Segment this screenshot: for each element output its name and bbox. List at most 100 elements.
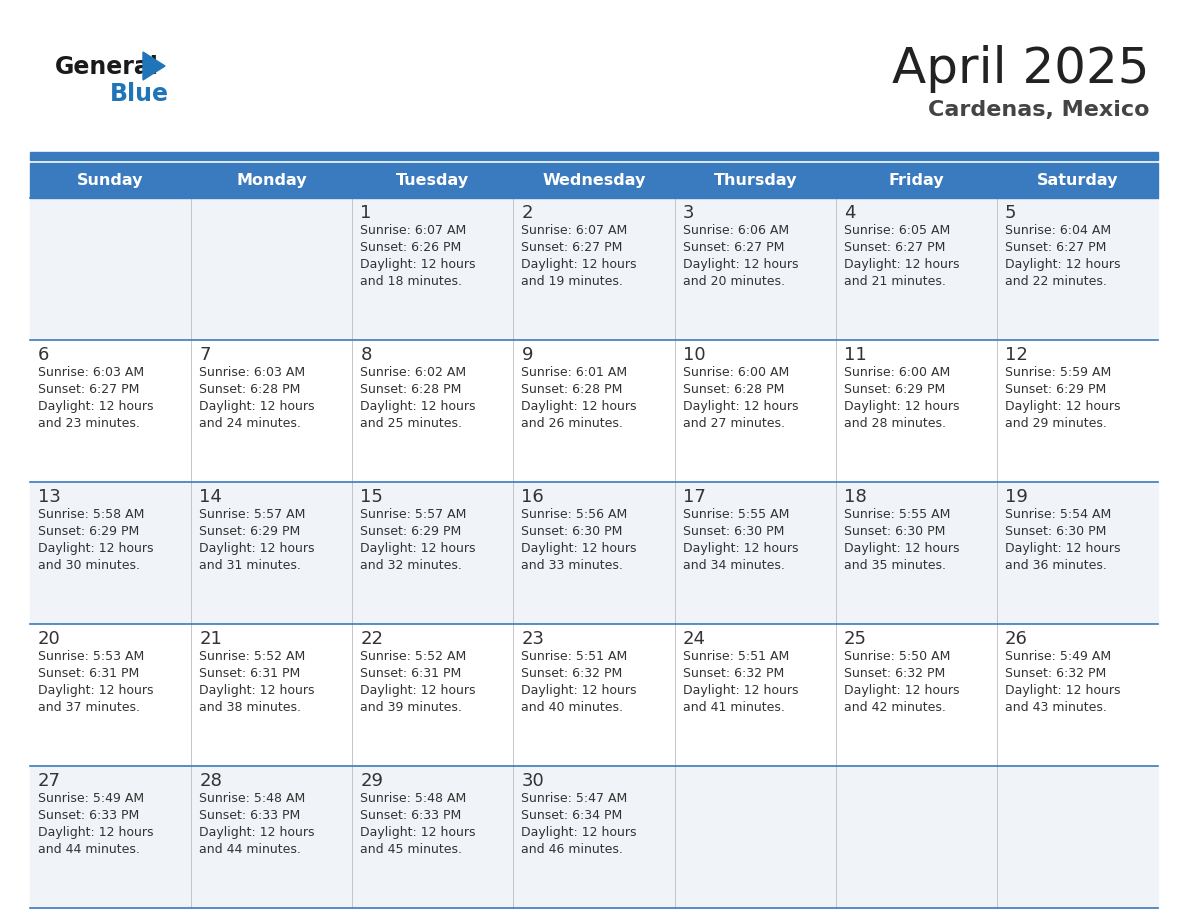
Text: 9: 9 [522,346,533,364]
Text: and 22 minutes.: and 22 minutes. [1005,275,1107,288]
Text: Sunrise: 6:07 AM: Sunrise: 6:07 AM [360,224,467,237]
Text: 17: 17 [683,488,706,506]
Text: Sunset: 6:27 PM: Sunset: 6:27 PM [843,241,946,254]
Text: Sunrise: 6:02 AM: Sunrise: 6:02 AM [360,366,467,379]
Text: Sunrise: 5:55 AM: Sunrise: 5:55 AM [683,508,789,521]
Text: Sunset: 6:29 PM: Sunset: 6:29 PM [1005,383,1106,396]
Text: Monday: Monday [236,173,307,188]
Text: Sunrise: 5:49 AM: Sunrise: 5:49 AM [38,792,144,805]
Text: Sunrise: 6:07 AM: Sunrise: 6:07 AM [522,224,627,237]
Text: and 21 minutes.: and 21 minutes. [843,275,946,288]
Text: Daylight: 12 hours: Daylight: 12 hours [1005,258,1120,271]
Text: Daylight: 12 hours: Daylight: 12 hours [38,542,153,555]
Text: Thursday: Thursday [713,173,797,188]
Text: and 46 minutes.: and 46 minutes. [522,843,624,856]
Text: Daylight: 12 hours: Daylight: 12 hours [683,400,798,413]
Text: Sunrise: 5:51 AM: Sunrise: 5:51 AM [683,650,789,663]
Text: Daylight: 12 hours: Daylight: 12 hours [360,258,475,271]
Bar [30,163,1158,198]
Text: Daylight: 12 hours: Daylight: 12 hours [360,826,475,839]
Text: and 44 minutes.: and 44 minutes. [200,843,301,856]
Text: Sunrise: 5:52 AM: Sunrise: 5:52 AM [360,650,467,663]
Text: 10: 10 [683,346,706,364]
Text: Daylight: 12 hours: Daylight: 12 hours [522,542,637,555]
Text: Wednesday: Wednesday [542,173,646,188]
Text: 19: 19 [1005,488,1028,506]
Text: Sunset: 6:32 PM: Sunset: 6:32 PM [522,667,623,680]
Text: 11: 11 [843,346,866,364]
Text: and 43 minutes.: and 43 minutes. [1005,701,1107,714]
Text: and 37 minutes.: and 37 minutes. [38,701,140,714]
Text: Daylight: 12 hours: Daylight: 12 hours [522,258,637,271]
Text: 6: 6 [38,346,50,364]
Text: Daylight: 12 hours: Daylight: 12 hours [522,826,637,839]
Text: Sunrise: 6:05 AM: Sunrise: 6:05 AM [843,224,950,237]
Text: and 27 minutes.: and 27 minutes. [683,417,784,430]
Text: Sunset: 6:27 PM: Sunset: 6:27 PM [1005,241,1106,254]
Text: and 30 minutes.: and 30 minutes. [38,559,140,572]
Text: 20: 20 [38,630,61,648]
Text: and 35 minutes.: and 35 minutes. [843,559,946,572]
Text: 4: 4 [843,204,855,222]
Text: 2: 2 [522,204,533,222]
Text: and 34 minutes.: and 34 minutes. [683,559,784,572]
Text: and 40 minutes.: and 40 minutes. [522,701,624,714]
Text: Daylight: 12 hours: Daylight: 12 hours [360,400,475,413]
Text: 12: 12 [1005,346,1028,364]
Text: Sunset: 6:31 PM: Sunset: 6:31 PM [360,667,461,680]
Text: Daylight: 12 hours: Daylight: 12 hours [360,542,475,555]
Text: Sunset: 6:27 PM: Sunset: 6:27 PM [683,241,784,254]
Text: Sunset: 6:29 PM: Sunset: 6:29 PM [360,525,461,538]
Text: and 25 minutes.: and 25 minutes. [360,417,462,430]
Text: and 19 minutes.: and 19 minutes. [522,275,624,288]
Text: Sunday: Sunday [77,173,144,188]
Text: Sunrise: 5:52 AM: Sunrise: 5:52 AM [200,650,305,663]
Text: Sunset: 6:27 PM: Sunset: 6:27 PM [38,383,139,396]
Text: 1: 1 [360,204,372,222]
Text: 14: 14 [200,488,222,506]
Text: Sunrise: 5:54 AM: Sunrise: 5:54 AM [1005,508,1111,521]
Text: Sunset: 6:32 PM: Sunset: 6:32 PM [683,667,784,680]
Text: and 33 minutes.: and 33 minutes. [522,559,624,572]
Text: Tuesday: Tuesday [397,173,469,188]
Text: April 2025: April 2025 [892,45,1150,93]
Text: and 29 minutes.: and 29 minutes. [1005,417,1107,430]
Bar [30,482,1158,624]
Text: Sunset: 6:26 PM: Sunset: 6:26 PM [360,241,461,254]
Text: Sunrise: 5:57 AM: Sunrise: 5:57 AM [360,508,467,521]
Text: 24: 24 [683,630,706,648]
Text: Sunset: 6:33 PM: Sunset: 6:33 PM [200,809,301,822]
Text: Daylight: 12 hours: Daylight: 12 hours [843,684,959,697]
Bar [30,152,1158,160]
Text: 22: 22 [360,630,384,648]
Text: and 42 minutes.: and 42 minutes. [843,701,946,714]
Text: Sunset: 6:29 PM: Sunset: 6:29 PM [38,525,139,538]
Text: Sunrise: 6:04 AM: Sunrise: 6:04 AM [1005,224,1111,237]
Text: Daylight: 12 hours: Daylight: 12 hours [38,684,153,697]
Text: Sunset: 6:30 PM: Sunset: 6:30 PM [522,525,623,538]
Text: Daylight: 12 hours: Daylight: 12 hours [843,542,959,555]
Text: Daylight: 12 hours: Daylight: 12 hours [38,826,153,839]
Text: Sunset: 6:31 PM: Sunset: 6:31 PM [38,667,139,680]
Text: Sunset: 6:34 PM: Sunset: 6:34 PM [522,809,623,822]
Text: Sunrise: 5:56 AM: Sunrise: 5:56 AM [522,508,627,521]
Text: Sunset: 6:28 PM: Sunset: 6:28 PM [360,383,462,396]
Text: 13: 13 [38,488,61,506]
Text: Sunrise: 6:01 AM: Sunrise: 6:01 AM [522,366,627,379]
Text: Daylight: 12 hours: Daylight: 12 hours [522,684,637,697]
Text: Daylight: 12 hours: Daylight: 12 hours [200,826,315,839]
Text: Sunset: 6:33 PM: Sunset: 6:33 PM [360,809,461,822]
Text: and 36 minutes.: and 36 minutes. [1005,559,1107,572]
Text: Sunrise: 6:03 AM: Sunrise: 6:03 AM [38,366,144,379]
Text: Daylight: 12 hours: Daylight: 12 hours [843,400,959,413]
Text: Daylight: 12 hours: Daylight: 12 hours [200,542,315,555]
Bar [30,624,1158,766]
Text: 26: 26 [1005,630,1028,648]
Bar [30,198,1158,340]
Text: 28: 28 [200,772,222,790]
Text: Sunrise: 5:53 AM: Sunrise: 5:53 AM [38,650,144,663]
Text: and 39 minutes.: and 39 minutes. [360,701,462,714]
Text: and 31 minutes.: and 31 minutes. [200,559,301,572]
Text: and 20 minutes.: and 20 minutes. [683,275,784,288]
Text: Daylight: 12 hours: Daylight: 12 hours [1005,400,1120,413]
